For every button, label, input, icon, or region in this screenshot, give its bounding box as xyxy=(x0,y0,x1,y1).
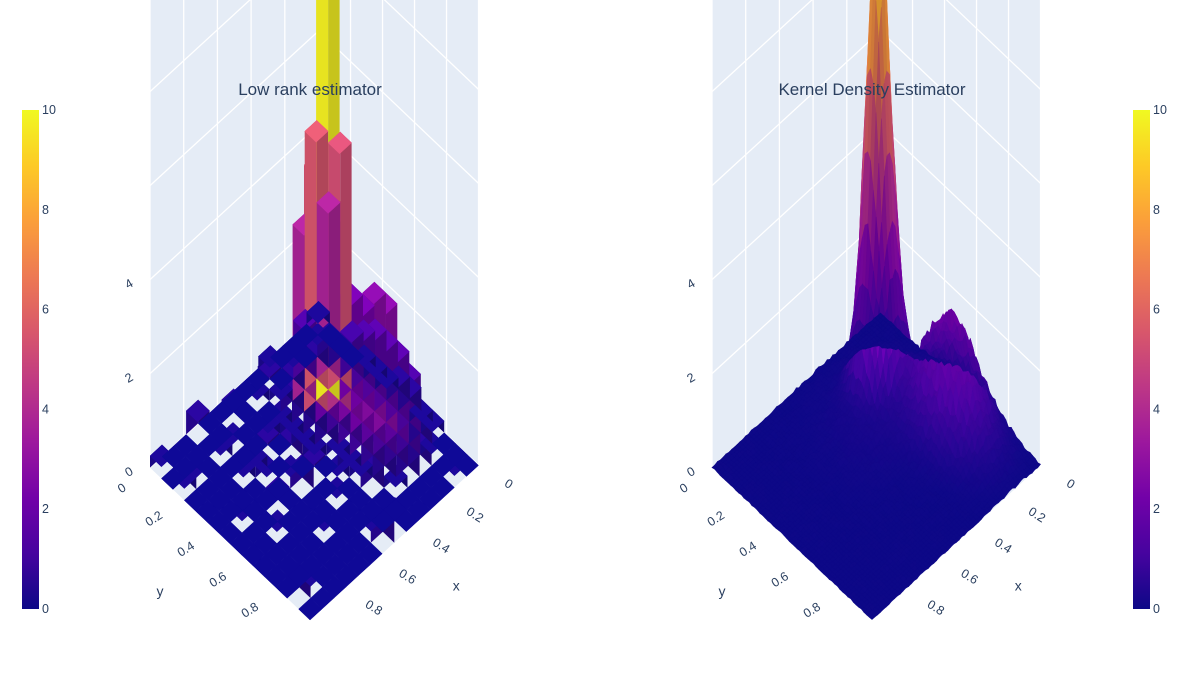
x-tick-label: 0.4 xyxy=(430,535,452,556)
z-tick-label: 2 xyxy=(684,370,697,386)
bar-top xyxy=(266,477,291,500)
bar-top xyxy=(245,367,271,391)
colorbar-tick-label: 0 xyxy=(1153,602,1160,616)
bar-top xyxy=(371,487,396,511)
bar-top xyxy=(313,477,338,500)
back-wall-y xyxy=(150,0,319,468)
x-tick-label: 0.8 xyxy=(925,597,947,618)
y-tick-label: 0.6 xyxy=(207,569,229,590)
grid-line xyxy=(149,218,319,375)
colorbar-tick-label: 2 xyxy=(42,502,49,516)
x-tick-label: 0.2 xyxy=(464,504,486,525)
bar-top xyxy=(317,323,342,347)
y-tick-label: 0.2 xyxy=(143,508,165,529)
y-tick-label: 0.8 xyxy=(239,600,261,621)
bar-top xyxy=(316,191,341,214)
y-axis-label: y xyxy=(719,583,726,599)
z-tick-label: 2 xyxy=(122,370,135,386)
y-tick-label: 0.8 xyxy=(801,600,823,621)
grid-line xyxy=(880,30,1041,184)
colorbar xyxy=(1133,110,1150,609)
y-tick-label: 0.4 xyxy=(175,539,197,560)
bar-top xyxy=(362,281,387,305)
chart-title: Kernel Density Estimator xyxy=(778,80,965,99)
y-tick-label: 0.4 xyxy=(737,539,759,560)
colorbar xyxy=(22,110,39,609)
x-tick-label: 0.6 xyxy=(958,566,980,587)
colorbar-tick-label: 10 xyxy=(1153,103,1167,117)
grid-line xyxy=(880,218,1041,372)
z-tick-label: 4 xyxy=(122,276,135,292)
z-tick-label: 4 xyxy=(684,276,697,292)
colorbar-tick-label: 8 xyxy=(1153,203,1160,217)
bar-top xyxy=(242,477,268,501)
bar-top xyxy=(306,300,331,324)
colorbar-tick-label: 4 xyxy=(1153,402,1160,416)
bar-top xyxy=(256,400,281,424)
x-tick-label: 0 xyxy=(502,476,515,492)
colorbar-tick-label: 0 xyxy=(42,602,49,616)
colorbar-tick-label: 10 xyxy=(42,103,56,117)
z-tick-label: 0 xyxy=(684,464,697,480)
bar-top xyxy=(173,434,198,457)
y-tick-label: 0 xyxy=(677,480,690,496)
x-tick-label: 0.2 xyxy=(1026,504,1048,525)
chart-title: Low rank estimator xyxy=(238,80,382,99)
bar-top xyxy=(266,455,292,479)
colorbar-tick-label: 4 xyxy=(42,402,49,416)
grid-line xyxy=(149,30,319,187)
bar-top xyxy=(294,323,319,347)
grid-line xyxy=(711,0,813,93)
grid-line xyxy=(383,0,479,90)
grid-line xyxy=(149,124,319,281)
x-tick-label: 0.6 xyxy=(396,566,418,587)
x-tick-label: 0.8 xyxy=(363,597,385,618)
bar-top xyxy=(327,131,352,155)
bar-top xyxy=(269,367,294,391)
colorbar-tick-label: 2 xyxy=(1153,502,1160,516)
bar-top xyxy=(267,433,292,457)
bar-top xyxy=(336,476,361,500)
bar-top xyxy=(313,455,339,478)
grid-line xyxy=(318,30,479,184)
bar-top xyxy=(339,320,364,343)
grid-line xyxy=(149,0,251,93)
bar-top xyxy=(304,119,329,143)
x-axis-label: x xyxy=(1015,578,1022,594)
grid-line xyxy=(945,0,1041,90)
bar-top xyxy=(290,455,315,478)
x-tick-label: 0 xyxy=(1064,476,1077,492)
bar-top xyxy=(431,432,457,455)
colorbar-tick-label: 6 xyxy=(1153,303,1160,317)
colorbar-tick-label: 6 xyxy=(42,303,49,317)
grid-line xyxy=(880,124,1041,278)
y-tick-label: 0 xyxy=(115,480,128,496)
y-tick-label: 0.2 xyxy=(705,508,727,529)
x-axis-label: x xyxy=(453,578,460,594)
bar-top xyxy=(185,399,210,423)
grid-line xyxy=(711,30,881,187)
grid-line xyxy=(711,218,881,375)
y-tick-label: 0.6 xyxy=(769,569,791,590)
x-tick-label: 0.4 xyxy=(992,535,1014,556)
grid-line xyxy=(711,124,881,281)
z-tick-label: 0 xyxy=(122,464,135,480)
y-axis-label: y xyxy=(157,583,164,599)
colorbar-tick-label: 8 xyxy=(42,203,49,217)
